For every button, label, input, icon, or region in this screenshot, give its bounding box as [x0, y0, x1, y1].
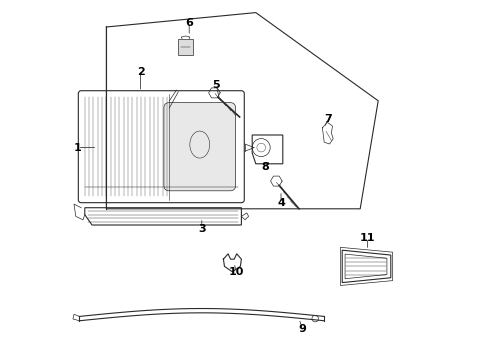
- Text: 7: 7: [324, 114, 332, 124]
- Text: 1: 1: [74, 143, 81, 153]
- Text: 8: 8: [261, 162, 269, 172]
- Text: 6: 6: [185, 18, 193, 28]
- Text: 2: 2: [137, 67, 145, 77]
- Text: 4: 4: [277, 198, 285, 208]
- Text: 5: 5: [212, 80, 220, 90]
- Text: 10: 10: [228, 267, 244, 277]
- Text: 9: 9: [299, 324, 307, 334]
- FancyBboxPatch shape: [164, 103, 236, 191]
- FancyBboxPatch shape: [178, 39, 193, 55]
- Text: 11: 11: [360, 233, 375, 243]
- FancyBboxPatch shape: [78, 91, 245, 203]
- Text: 3: 3: [198, 224, 206, 234]
